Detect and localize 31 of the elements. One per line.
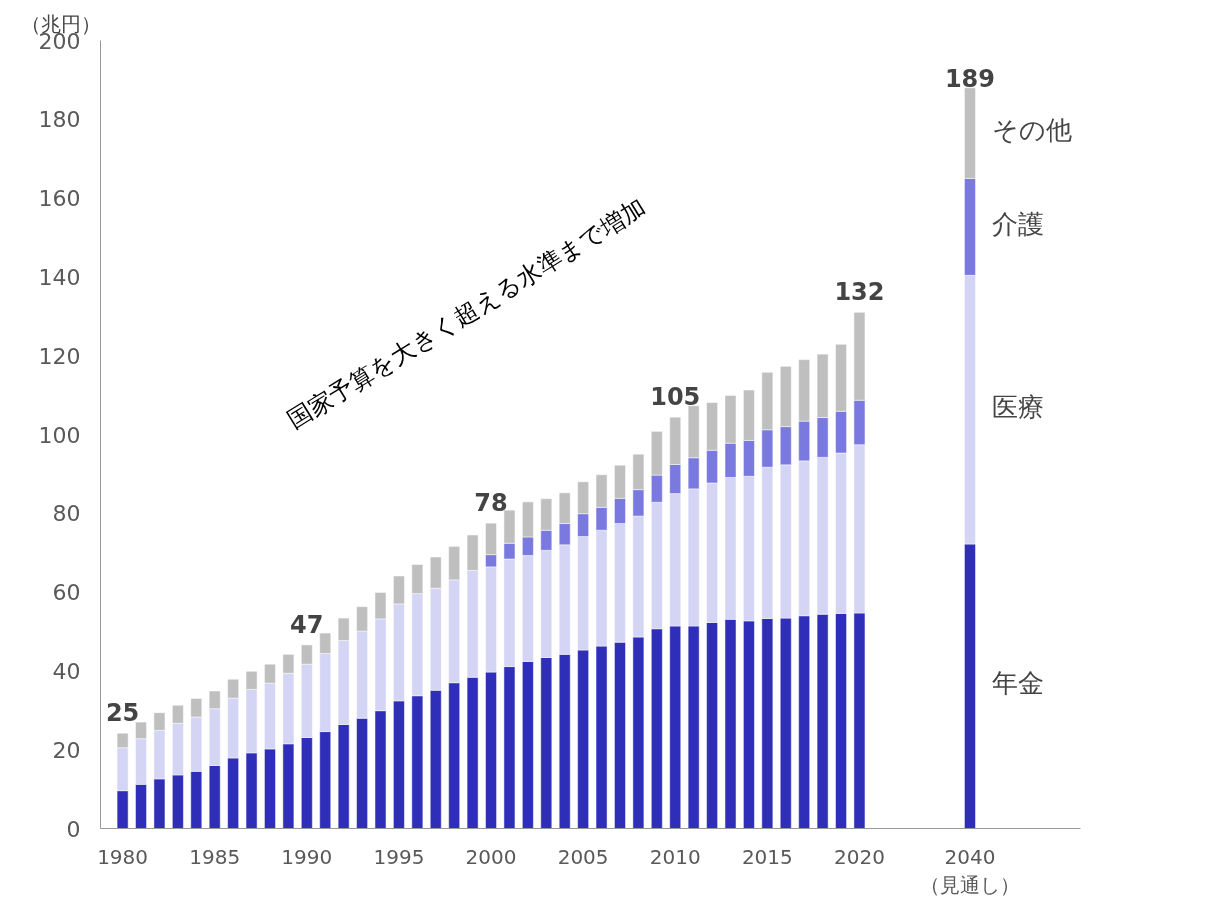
y-tick-label: 40: [52, 658, 81, 684]
x-tick-label: 2020: [834, 844, 885, 869]
x-tick-label: 1980: [97, 844, 149, 869]
annotation: 国家予算を大きく超える水準まで増加: [282, 192, 651, 435]
x-tick-label: 2005: [557, 844, 609, 869]
total-label: 47: [290, 610, 324, 639]
series-label: 年金: [992, 668, 1045, 699]
series-label: 医療: [992, 391, 1045, 422]
y-tick-label: 160: [38, 186, 81, 212]
y-tick-label: 80: [52, 501, 81, 527]
total-label: 78: [474, 489, 508, 518]
total-label: 132: [834, 278, 885, 307]
y-tick-label: 20: [52, 737, 81, 763]
y-tick-label: 180: [38, 107, 81, 133]
x-tick-label: 1985: [189, 844, 241, 869]
x-tick-label: 2000: [465, 844, 517, 869]
x-tick-label: 2015: [741, 844, 793, 869]
series-label: その他: [992, 115, 1073, 146]
x-tick-label: 2010: [649, 844, 701, 869]
x-tick-label: 1995: [373, 844, 425, 869]
y-tick-label: 140: [38, 264, 81, 290]
x-tick-label: 2040 （見通し）: [919, 844, 1020, 898]
y-tick-label: 0: [66, 816, 81, 842]
total-label: 105: [650, 383, 701, 412]
y-tick-label: 60: [52, 580, 81, 606]
y-tick-label: 100: [38, 422, 81, 448]
series-label: 介護: [992, 208, 1045, 239]
x-tick-label: 1990: [281, 844, 333, 869]
total-label: 25: [105, 699, 140, 728]
y-tick-label: 120: [38, 343, 81, 369]
total-label: 189: [944, 64, 996, 93]
